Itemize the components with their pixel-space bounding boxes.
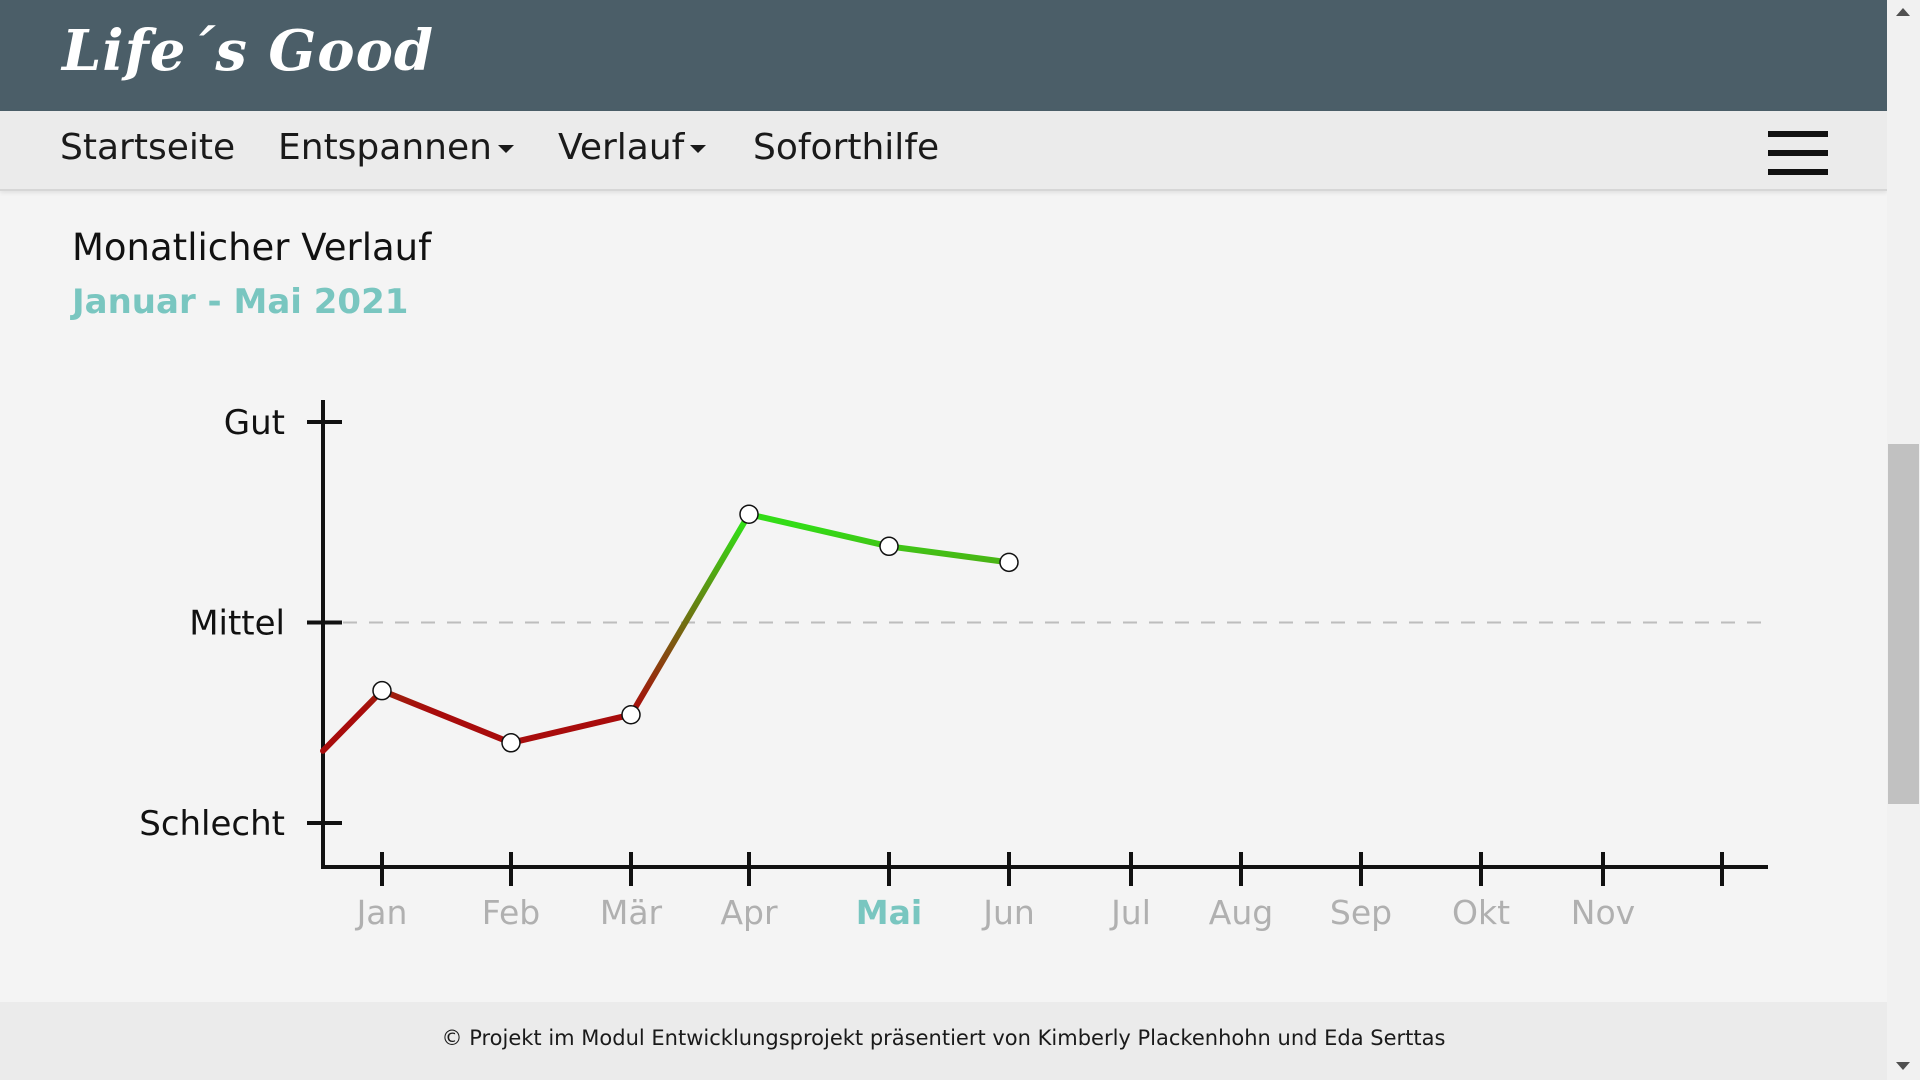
x-tick-label: Mär [600, 893, 663, 932]
header: Life´s Good [0, 0, 1887, 111]
y-tick-label: Mittel [189, 604, 285, 644]
series-line [320, 511, 1012, 754]
data-point-marker [621, 704, 641, 725]
nav-item-label: Startseite [60, 127, 236, 168]
y-tick-label: Gut [224, 403, 285, 443]
scrollbar[interactable] [1887, 0, 1920, 1080]
scroll-down-icon[interactable] [1896, 1062, 1910, 1070]
page-subtitle: Januar - Mai 2021 [72, 282, 409, 322]
x-tick-label: Mai [856, 893, 922, 932]
data-point-marker [879, 536, 899, 557]
caret-down-icon [690, 145, 707, 153]
x-tick-label: Feb [482, 893, 540, 932]
x-tick-label: Jan [355, 893, 408, 932]
x-tick-label: Jun [981, 893, 1035, 932]
mood-chart: Gut Mittel Schlecht Jan Feb Mär Apr Mai Jun Jul A… [139, 400, 1768, 932]
scroll-thumb[interactable] [1888, 444, 1919, 804]
data-point-marker [501, 733, 521, 753]
x-tick-label: Sep [1330, 893, 1392, 932]
nav-item-label: Verlauf [558, 127, 685, 168]
footer-text: © Projekt im Modul Entwicklungsprojekt p… [441, 1026, 1446, 1050]
data-point-marker [739, 504, 759, 524]
hamburger-icon[interactable] [1768, 131, 1828, 175]
footer: © Projekt im Modul Entwicklungsprojekt p… [0, 1002, 1887, 1080]
data-points [372, 504, 1019, 753]
series-line-path [320, 511, 1012, 754]
x-tick-label: Jul [1109, 893, 1151, 932]
x-tick-label: Aug [1209, 893, 1273, 932]
x-axis: Jan Feb Mär Apr Mai Jun Jul Aug Sep Okt Nov [321, 852, 1768, 932]
nav-item-verlauf[interactable]: Verlauf [558, 127, 707, 168]
data-point-marker [372, 680, 392, 701]
y-axis: Gut Mittel Schlecht [139, 400, 342, 867]
nav-item-soforthilfe[interactable]: Soforthilfe [753, 127, 939, 168]
data-point-marker [999, 552, 1019, 573]
caret-down-icon [497, 145, 514, 153]
x-tick-label: Okt [1452, 893, 1510, 932]
x-tick-label: Apr [720, 893, 778, 932]
nav-item-label: Entspannen [278, 127, 492, 168]
y-tick-label: Schlecht [139, 804, 285, 844]
x-tick-label: Nov [1571, 893, 1635, 932]
nav-item-label: Soforthilfe [753, 127, 940, 168]
navbar: Startseite Entspannen Verlauf Soforthilf… [0, 111, 1887, 191]
brand-logo[interactable]: Life´s Good [62, 18, 435, 84]
page-title: Monatlicher Verlauf [72, 226, 432, 269]
nav-item-entspannen[interactable]: Entspannen [278, 127, 514, 168]
nav-item-startseite[interactable]: Startseite [60, 127, 235, 168]
scroll-up-icon[interactable] [1896, 8, 1910, 16]
